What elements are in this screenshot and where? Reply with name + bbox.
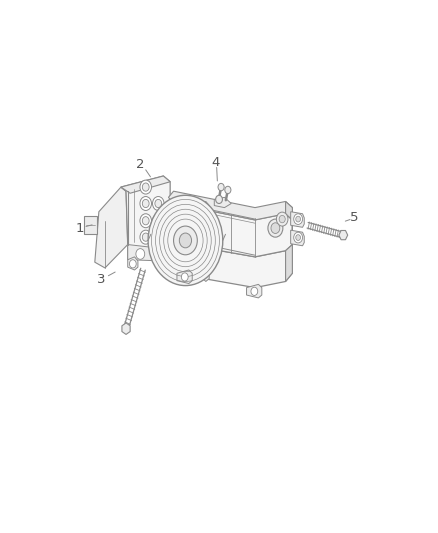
Circle shape — [140, 214, 152, 228]
Circle shape — [296, 235, 300, 240]
Polygon shape — [128, 257, 138, 270]
Text: 1: 1 — [76, 222, 84, 235]
Text: 3: 3 — [97, 273, 106, 286]
Polygon shape — [291, 230, 304, 246]
Circle shape — [218, 183, 224, 191]
Circle shape — [140, 197, 152, 211]
Circle shape — [155, 199, 162, 207]
Polygon shape — [95, 187, 128, 268]
Polygon shape — [202, 201, 209, 281]
Circle shape — [136, 248, 145, 260]
Circle shape — [152, 230, 164, 244]
Polygon shape — [286, 201, 293, 281]
Circle shape — [142, 216, 149, 225]
Circle shape — [140, 180, 152, 194]
Circle shape — [148, 195, 223, 286]
Text: 2: 2 — [136, 158, 145, 171]
Circle shape — [179, 233, 191, 248]
Circle shape — [276, 212, 288, 226]
Text: 5: 5 — [350, 212, 358, 224]
Polygon shape — [291, 212, 304, 227]
Polygon shape — [214, 197, 231, 207]
Circle shape — [142, 233, 149, 241]
Polygon shape — [122, 323, 130, 334]
Circle shape — [142, 199, 149, 207]
Polygon shape — [84, 216, 96, 233]
Polygon shape — [247, 284, 262, 298]
Circle shape — [215, 195, 223, 204]
Circle shape — [279, 215, 285, 223]
Circle shape — [271, 223, 280, 233]
Polygon shape — [121, 176, 170, 193]
Circle shape — [152, 197, 164, 211]
Circle shape — [140, 230, 152, 244]
Circle shape — [155, 233, 162, 241]
Text: 4: 4 — [212, 156, 220, 169]
Circle shape — [225, 186, 231, 193]
Circle shape — [152, 214, 164, 228]
Polygon shape — [170, 243, 293, 288]
Polygon shape — [339, 230, 348, 240]
Polygon shape — [121, 176, 170, 260]
Circle shape — [151, 248, 159, 260]
Circle shape — [155, 216, 162, 225]
Circle shape — [294, 214, 303, 224]
Circle shape — [251, 287, 258, 295]
Circle shape — [130, 260, 136, 268]
Polygon shape — [169, 191, 293, 220]
Circle shape — [142, 183, 149, 191]
Circle shape — [268, 219, 283, 237]
Circle shape — [294, 232, 303, 243]
Polygon shape — [177, 270, 192, 284]
Polygon shape — [128, 243, 170, 261]
Polygon shape — [170, 204, 293, 269]
Circle shape — [173, 226, 197, 255]
Circle shape — [181, 273, 188, 281]
Circle shape — [296, 216, 300, 222]
